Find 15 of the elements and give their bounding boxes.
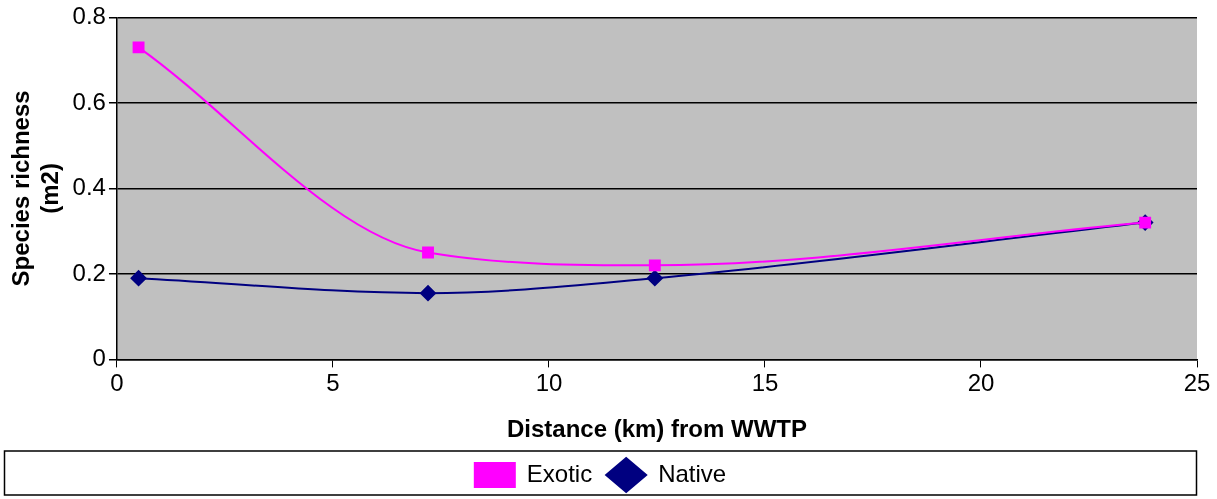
x-tick-label: 10 — [535, 369, 563, 397]
x-axis-title: Distance (km) from WWTP — [506, 415, 807, 443]
y-tick-label: 0.6 — [72, 87, 106, 115]
legend-label: Exotic — [526, 459, 593, 487]
x-tick-label: 25 — [1183, 369, 1211, 397]
x-tick-label: 0 — [110, 369, 124, 397]
x-tick-label: 5 — [326, 369, 340, 397]
legend-label: Native — [658, 459, 727, 487]
y-tick-label: 0.4 — [72, 173, 106, 201]
y-tick-label: 0.2 — [72, 258, 106, 286]
y-tick-label: 0.8 — [72, 2, 106, 30]
x-tick-label: 15 — [751, 369, 779, 397]
y-tick-label: 0 — [92, 344, 106, 372]
y-axis-title: Species richness (m2) — [7, 90, 63, 287]
x-tick-label: 20 — [967, 369, 995, 397]
